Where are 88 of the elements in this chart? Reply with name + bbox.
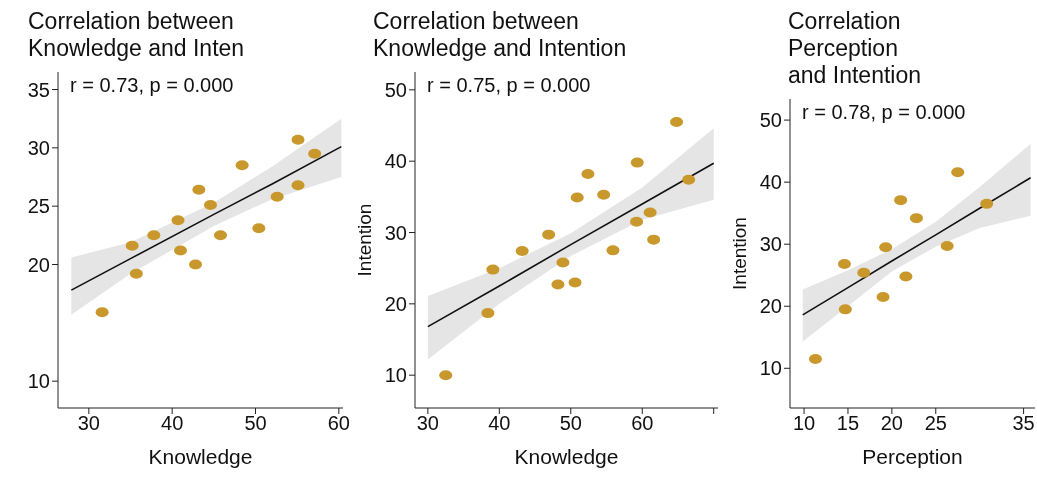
x-tick-label: 35 bbox=[1012, 412, 1035, 435]
chart-title: Correlation Perception and Intention bbox=[788, 8, 922, 89]
point bbox=[235, 160, 249, 171]
point bbox=[837, 259, 851, 270]
point bbox=[270, 191, 284, 202]
x-tick-label: 50 bbox=[559, 412, 582, 435]
point bbox=[486, 264, 500, 275]
x-tick-label: 40 bbox=[161, 412, 184, 435]
point bbox=[568, 277, 582, 288]
y-tick-label: 10 bbox=[759, 357, 782, 380]
point bbox=[125, 240, 139, 251]
x-tick-label: 40 bbox=[488, 412, 511, 435]
annotation: r = 0.73, p = 0.000 bbox=[70, 74, 234, 97]
point bbox=[147, 230, 161, 241]
point bbox=[551, 279, 565, 290]
x-tick-label: 60 bbox=[327, 412, 350, 435]
point bbox=[647, 234, 661, 245]
y-tick-label: 20 bbox=[759, 295, 782, 318]
y-tick-label: 30 bbox=[384, 221, 407, 244]
annotation: r = 0.78, p = 0.000 bbox=[802, 101, 966, 124]
point bbox=[909, 213, 923, 224]
line-series bbox=[427, 162, 715, 328]
y-tick-label: 25 bbox=[27, 195, 50, 218]
point bbox=[597, 189, 611, 200]
point bbox=[581, 169, 595, 180]
y-tick-label: 50 bbox=[384, 78, 407, 101]
point bbox=[899, 271, 913, 282]
x-tick-label: 10 bbox=[792, 412, 816, 435]
line-series bbox=[801, 177, 1032, 316]
point bbox=[630, 216, 644, 227]
x-axis-title: Perception bbox=[862, 445, 963, 468]
chart-title: Correlation between Knowledge and Inten bbox=[28, 8, 246, 62]
point bbox=[876, 291, 890, 302]
x-axis-title: Knowledge bbox=[514, 445, 619, 468]
x-tick-label: 50 bbox=[244, 412, 267, 435]
y-tick-label: 30 bbox=[27, 136, 50, 159]
x-tick-label: 30 bbox=[77, 412, 100, 435]
point bbox=[670, 116, 684, 127]
x-tick-label: 30 bbox=[416, 412, 439, 435]
y-tick-label: 20 bbox=[384, 292, 407, 315]
y-tick-label: 10 bbox=[384, 364, 407, 387]
x-tick-label: 15 bbox=[836, 412, 860, 435]
y-tick-label: 20 bbox=[27, 253, 50, 276]
point bbox=[174, 245, 187, 256]
chart-title: Correlation between Knowledge and Intention bbox=[373, 8, 628, 62]
point bbox=[542, 229, 556, 240]
point bbox=[291, 180, 305, 191]
point bbox=[252, 223, 266, 234]
point bbox=[515, 246, 529, 257]
point bbox=[643, 207, 657, 218]
point bbox=[879, 242, 893, 253]
point bbox=[481, 308, 495, 319]
annotation: r = 0.75, p = 0.000 bbox=[427, 74, 591, 97]
y-axis-title: Intention bbox=[729, 217, 750, 290]
x-tick-label: 60 bbox=[631, 412, 654, 435]
point bbox=[95, 307, 109, 318]
line-series bbox=[70, 145, 343, 291]
x-tick-label: 25 bbox=[924, 412, 947, 435]
y-tick-label: 30 bbox=[759, 233, 782, 256]
point bbox=[951, 167, 965, 178]
point bbox=[308, 148, 322, 159]
point bbox=[556, 257, 570, 268]
point bbox=[171, 215, 185, 226]
point bbox=[894, 195, 908, 206]
point bbox=[129, 268, 143, 279]
point bbox=[682, 174, 696, 185]
y-axis-title: Intention bbox=[354, 203, 375, 277]
point bbox=[940, 241, 954, 252]
point bbox=[192, 184, 206, 195]
point bbox=[189, 259, 202, 270]
point bbox=[204, 200, 217, 210]
y-tick-label: 40 bbox=[759, 171, 782, 194]
point bbox=[439, 370, 453, 381]
point bbox=[214, 230, 227, 241]
x-axis-title: Knowledge bbox=[148, 445, 253, 468]
y-tick-label: 50 bbox=[759, 109, 782, 132]
point bbox=[838, 304, 852, 315]
point bbox=[291, 134, 305, 145]
point bbox=[808, 353, 822, 364]
y-tick-label: 35 bbox=[27, 78, 50, 101]
y-tick-label: 10 bbox=[27, 370, 50, 393]
point bbox=[630, 157, 644, 168]
x-tick-label: 20 bbox=[880, 412, 903, 435]
point bbox=[606, 245, 620, 256]
point bbox=[980, 198, 994, 209]
point bbox=[570, 192, 584, 203]
point bbox=[857, 267, 871, 278]
y-tick-label: 40 bbox=[384, 150, 407, 173]
